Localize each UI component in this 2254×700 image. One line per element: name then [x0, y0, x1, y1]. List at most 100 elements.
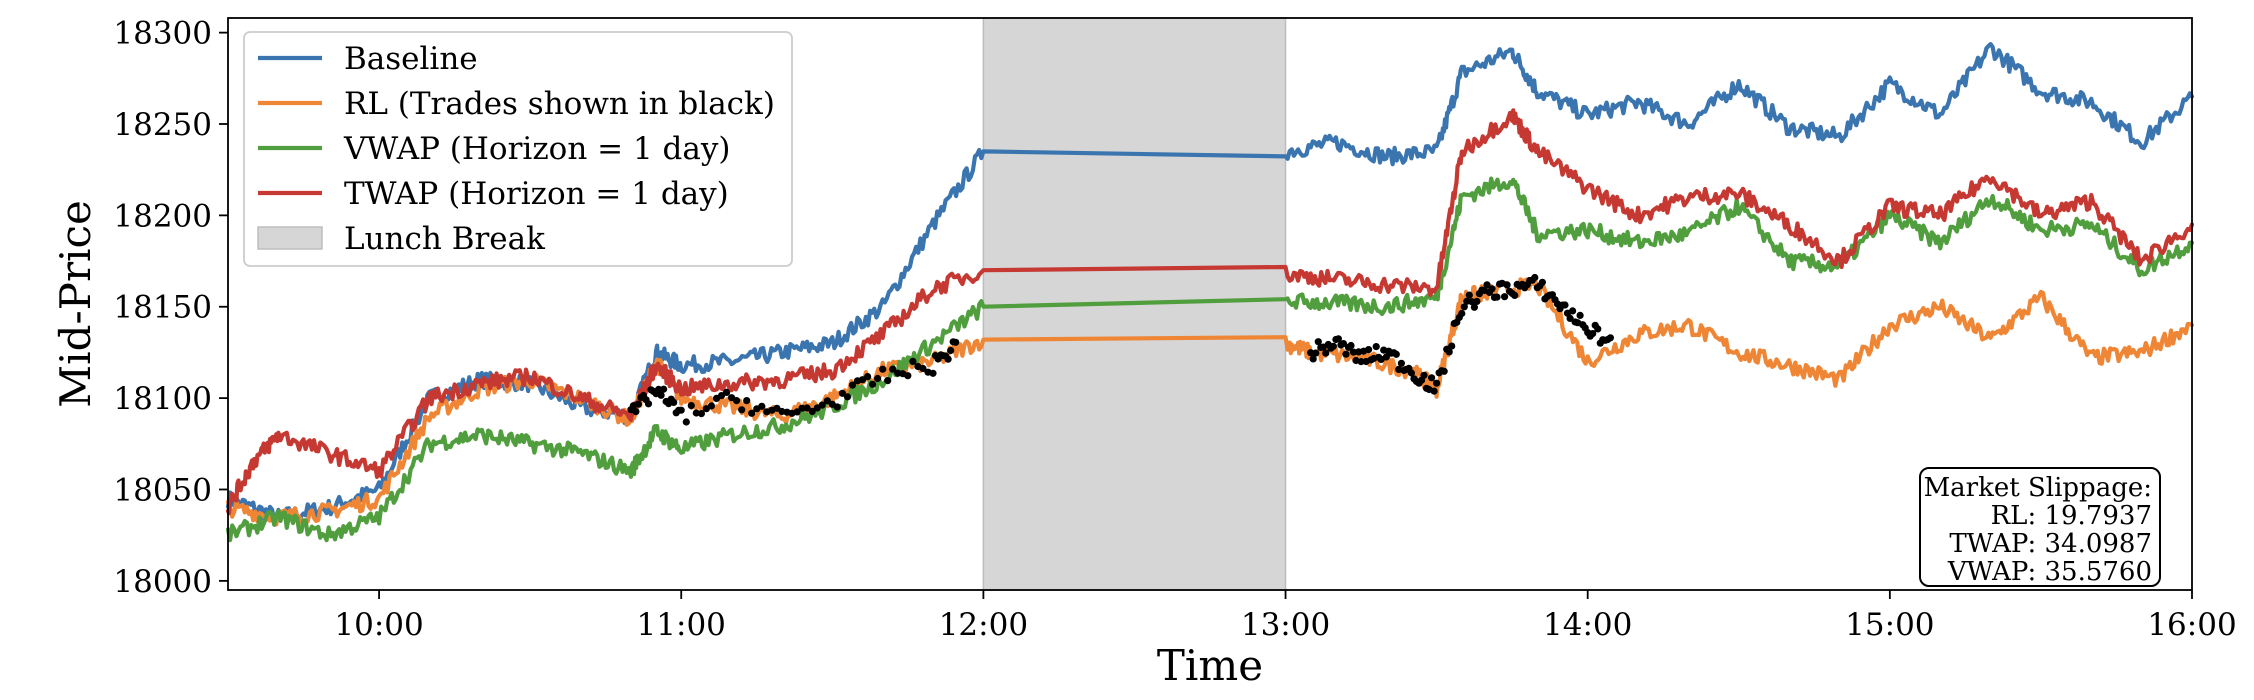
trade-marker: [1566, 314, 1574, 322]
legend-label: TWAP (Horizon = 1 day): [344, 176, 729, 212]
trade-marker: [697, 410, 706, 418]
trade-marker: [677, 406, 685, 414]
y-axis: 18000 18050 18100 18150 18200 18250 18300: [113, 16, 228, 600]
trade-marker: [1392, 350, 1400, 358]
legend-swatch: [257, 226, 323, 250]
trade-marker: [803, 404, 811, 412]
trade-marker: [1503, 281, 1511, 289]
series-layer: [225, 42, 2195, 543]
trade-marker: [1433, 379, 1441, 387]
y-tick-label: 18250: [113, 107, 212, 143]
x-tick-label: 14:00: [1543, 607, 1632, 643]
trade-marker: [793, 408, 801, 416]
trade-marker: [1470, 303, 1478, 311]
trade-marker: [864, 373, 872, 381]
trade-marker: [1397, 359, 1405, 367]
legend: Baseline RL (Trades shown in black) VWAP (…: [243, 31, 793, 267]
trade-marker: [1407, 369, 1415, 377]
trade-marker: [818, 401, 826, 409]
y-tick-label: 18200: [113, 198, 212, 234]
legend-label: RL (Trades shown in black): [344, 86, 775, 122]
trade-marker: [733, 397, 741, 405]
annotation-line: Market Slippage:: [1924, 473, 2152, 503]
y-axis-label: Mid-Price: [51, 200, 100, 408]
trade-marker: [1430, 387, 1438, 395]
y-tick-label: 18000: [113, 564, 212, 600]
trade-marker: [1309, 355, 1317, 363]
trade-marker: [644, 400, 653, 408]
trade-marker: [1342, 350, 1350, 358]
trade-marker: [919, 364, 927, 373]
x-tick-label: 12:00: [939, 607, 1028, 643]
trade-marker: [1339, 340, 1348, 348]
trade-marker: [874, 374, 882, 383]
annotation-line: TWAP: 34.0987: [1949, 529, 2152, 559]
annotation-line: VWAP: 35.5760: [1947, 557, 2152, 587]
trade-marker: [1349, 348, 1358, 356]
trade-marker: [1561, 301, 1569, 309]
trade-marker: [738, 406, 746, 414]
series-line-baseline: [225, 42, 2195, 524]
trade-marker: [1594, 325, 1602, 333]
trade-marker: [904, 372, 912, 380]
trade-marker: [808, 407, 816, 416]
trade-marker: [879, 365, 887, 373]
trade-marker: [823, 397, 831, 405]
trade-marker: [884, 377, 892, 385]
y-tick-label: 18050: [113, 472, 212, 508]
legend-box: [243, 31, 793, 267]
trade-marker: [1312, 349, 1320, 357]
trade-marker: [1329, 342, 1337, 350]
legend-label: Lunch Break: [344, 221, 545, 257]
trade-marker: [632, 408, 640, 416]
trade-marker: [670, 398, 678, 406]
trade-marker: [889, 365, 897, 373]
trade-marker: [634, 400, 643, 408]
trade-marker: [1511, 291, 1519, 299]
x-axis-label: Time: [1157, 641, 1263, 690]
trade-marker: [723, 388, 731, 396]
trade-marker: [1382, 353, 1390, 361]
x-tick-label: 10:00: [334, 607, 423, 643]
trade-marker: [1589, 330, 1597, 338]
trade-marker: [1488, 285, 1496, 293]
trade-marker: [929, 369, 937, 377]
trade-marker: [748, 409, 756, 417]
trade-marker: [848, 381, 857, 389]
trade-marker: [1493, 293, 1501, 301]
trade-marker: [758, 402, 766, 410]
trade-marker: [1420, 371, 1428, 379]
trade-marker: [909, 357, 917, 365]
legend-label: Baseline: [344, 41, 478, 77]
annotation-box: [1919, 467, 2161, 587]
legend-label: VWAP (Horizon = 1 day): [343, 131, 731, 167]
trade-marker: [1347, 341, 1355, 350]
x-tick-label: 11:00: [637, 607, 726, 643]
trade-marker: [1531, 273, 1539, 282]
trade-marker: [1372, 343, 1380, 351]
trade-marker: [869, 380, 877, 388]
trade-marker: [1445, 348, 1453, 356]
x-tick-label: 16:00: [2147, 607, 2236, 643]
trade-marker: [1606, 334, 1614, 342]
trade-marker: [1428, 374, 1436, 382]
trade-marker: [687, 402, 695, 410]
trade-marker: [743, 397, 751, 405]
trade-marker: [1334, 335, 1342, 343]
trade-marker: [1314, 338, 1322, 346]
trade-marker: [833, 403, 841, 411]
trade-marker: [1322, 349, 1330, 357]
series-line-vwap: [225, 176, 2195, 543]
x-axis: 10:00 11:00 12:00 13:00 14:00 15:00 16:00: [334, 590, 2237, 643]
trade-marker: [1357, 358, 1365, 366]
annotation-line: RL: 19.7937: [1991, 501, 2152, 531]
series-line-rl: [225, 277, 2195, 527]
x-tick-label: 15:00: [1845, 607, 1934, 643]
trade-marker: [1569, 307, 1577, 315]
trade-marker: [947, 346, 955, 355]
trade-marker: [843, 393, 852, 401]
trade-marker: [1483, 281, 1491, 289]
trade-marker: [682, 418, 690, 426]
trade-marker: [1465, 291, 1473, 299]
y-tick-label: 18100: [113, 381, 212, 417]
